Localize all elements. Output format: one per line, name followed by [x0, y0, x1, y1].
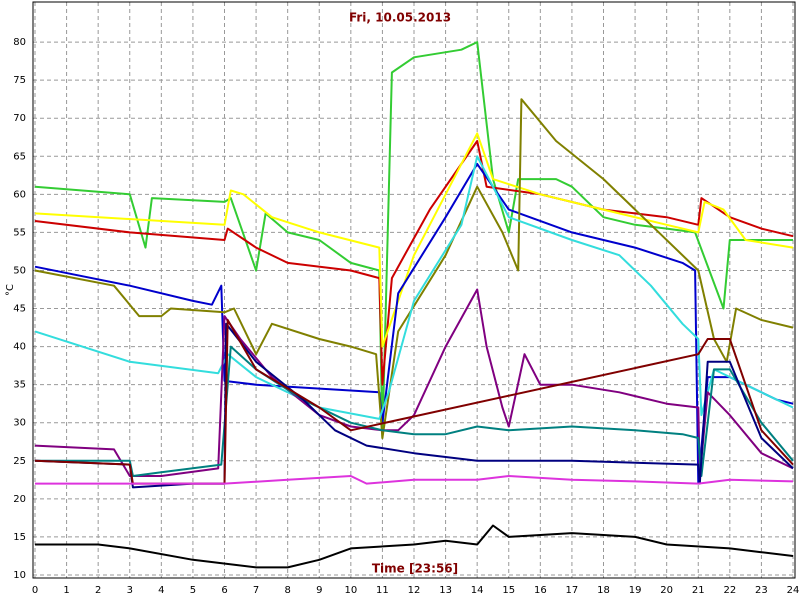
lines [34, 41, 794, 569]
y-tick-label: 80 [13, 37, 26, 48]
series-line [34, 132, 794, 348]
x-tick-label: 22 [723, 585, 736, 596]
chart-title: Fri, 10.05.2013 [349, 11, 451, 25]
series-line [34, 140, 794, 386]
y-axis-label: °C [5, 284, 16, 296]
y-tick-label: 15 [13, 532, 26, 543]
y-tick-label: 75 [13, 75, 26, 86]
x-tick-label: 15 [502, 585, 515, 596]
x-tick-label: 16 [534, 585, 547, 596]
x-tick-label: 6 [221, 585, 227, 596]
series-line [35, 524, 794, 569]
x-tick-label: 9 [316, 585, 322, 596]
x-axis-label: Time [23:56] [372, 562, 458, 576]
x-tick-label: 5 [190, 585, 196, 596]
x-tick-label: 21 [692, 585, 705, 596]
y-tick-label: 60 [13, 189, 26, 200]
x-tick-label: 13 [439, 585, 452, 596]
plot-frame [32, 1, 796, 579]
series-line [35, 475, 794, 485]
series-line [34, 98, 794, 439]
series-line [34, 155, 794, 420]
x-tick-label: 0 [32, 585, 38, 596]
x-tick-label: 2 [95, 585, 101, 596]
x-tick-label: 10 [344, 585, 357, 596]
x-tick-label: 1 [63, 585, 69, 596]
y-tick-label: 65 [13, 151, 26, 162]
y-tick-label: 25 [13, 456, 26, 467]
y-tick-label: 35 [13, 380, 26, 391]
x-tick-label: 12 [408, 585, 421, 596]
x-tick-label: 8 [284, 585, 290, 596]
x-tick-label: 14 [471, 585, 484, 596]
y-tick-label: 10 [13, 570, 26, 581]
y-tick-label: 40 [13, 342, 26, 353]
y-tick-label: 30 [13, 418, 26, 429]
x-tick-label: 4 [158, 585, 164, 596]
x-tick-label: 3 [127, 585, 133, 596]
x-tick-label: 7 [253, 585, 259, 596]
x-tick-label: 20 [660, 585, 673, 596]
y-tick-label: 20 [13, 494, 26, 505]
x-tick-label: 24 [787, 585, 800, 596]
y-tick-label: 55 [13, 227, 26, 238]
x-tick-label: 11 [376, 585, 389, 596]
y-tick-label: 50 [13, 265, 26, 276]
x-tick-label: 18 [597, 585, 610, 596]
series-line [34, 288, 794, 477]
series-line [35, 345, 794, 477]
y-tick-label: 70 [13, 113, 26, 124]
y-tick-label: 45 [13, 304, 26, 315]
x-tick-label: 19 [629, 585, 642, 596]
x-tick-label: 23 [755, 585, 768, 596]
x-tick-label: 17 [566, 585, 579, 596]
